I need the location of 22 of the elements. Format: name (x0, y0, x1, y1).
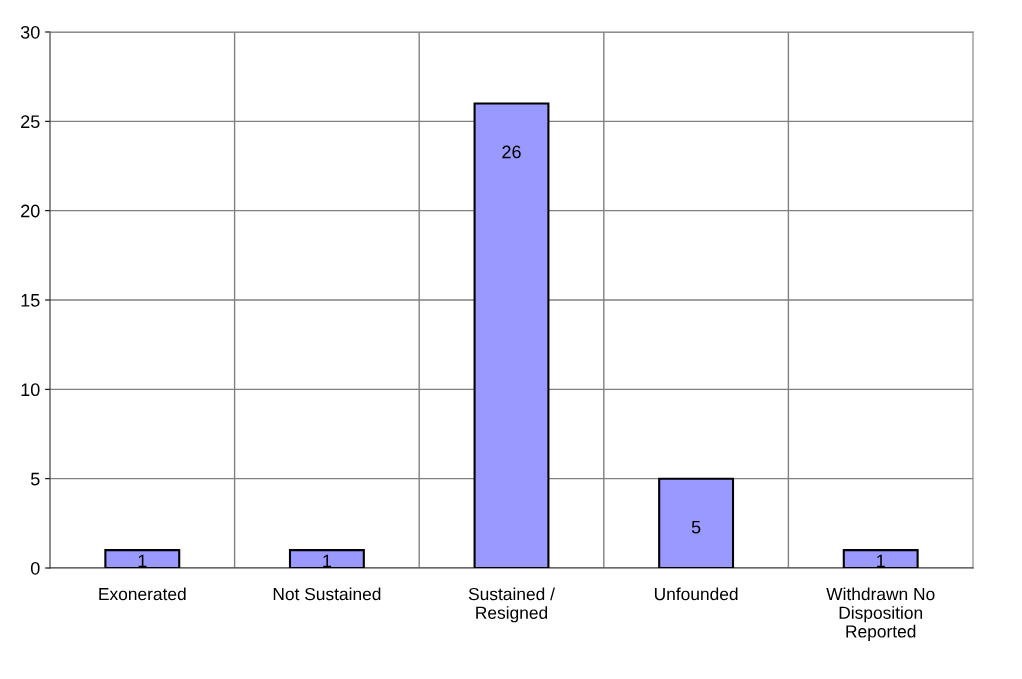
y-tick-label: 10 (21, 383, 40, 397)
data-label: 5 (691, 520, 701, 534)
x-tick-label: Sustained / Resigned (468, 587, 555, 623)
y-tick-label: 20 (21, 204, 40, 218)
bar (288, 549, 365, 568)
x-tick-label: Withdrawn No Disposition Reported (826, 587, 935, 642)
y-tick-label: 30 (20, 25, 40, 39)
x-tick-label: Not Sustained (273, 587, 381, 601)
bar (473, 102, 550, 568)
y-tick-label: 25 (21, 115, 40, 129)
bar (842, 549, 919, 568)
data-label: 26 (502, 145, 521, 159)
x-tick-label: Exonerated (99, 587, 186, 601)
y-tick-label: 5 (30, 472, 40, 486)
data-label: 1 (138, 554, 147, 568)
bar (658, 477, 735, 568)
y-tick-label: 0 (30, 561, 40, 575)
y-tick-label: 15 (21, 294, 40, 307)
bar (104, 549, 181, 568)
data-label: 1 (323, 554, 332, 568)
x-tick-label: Unfounded (654, 587, 738, 601)
data-label: 1 (877, 554, 885, 568)
